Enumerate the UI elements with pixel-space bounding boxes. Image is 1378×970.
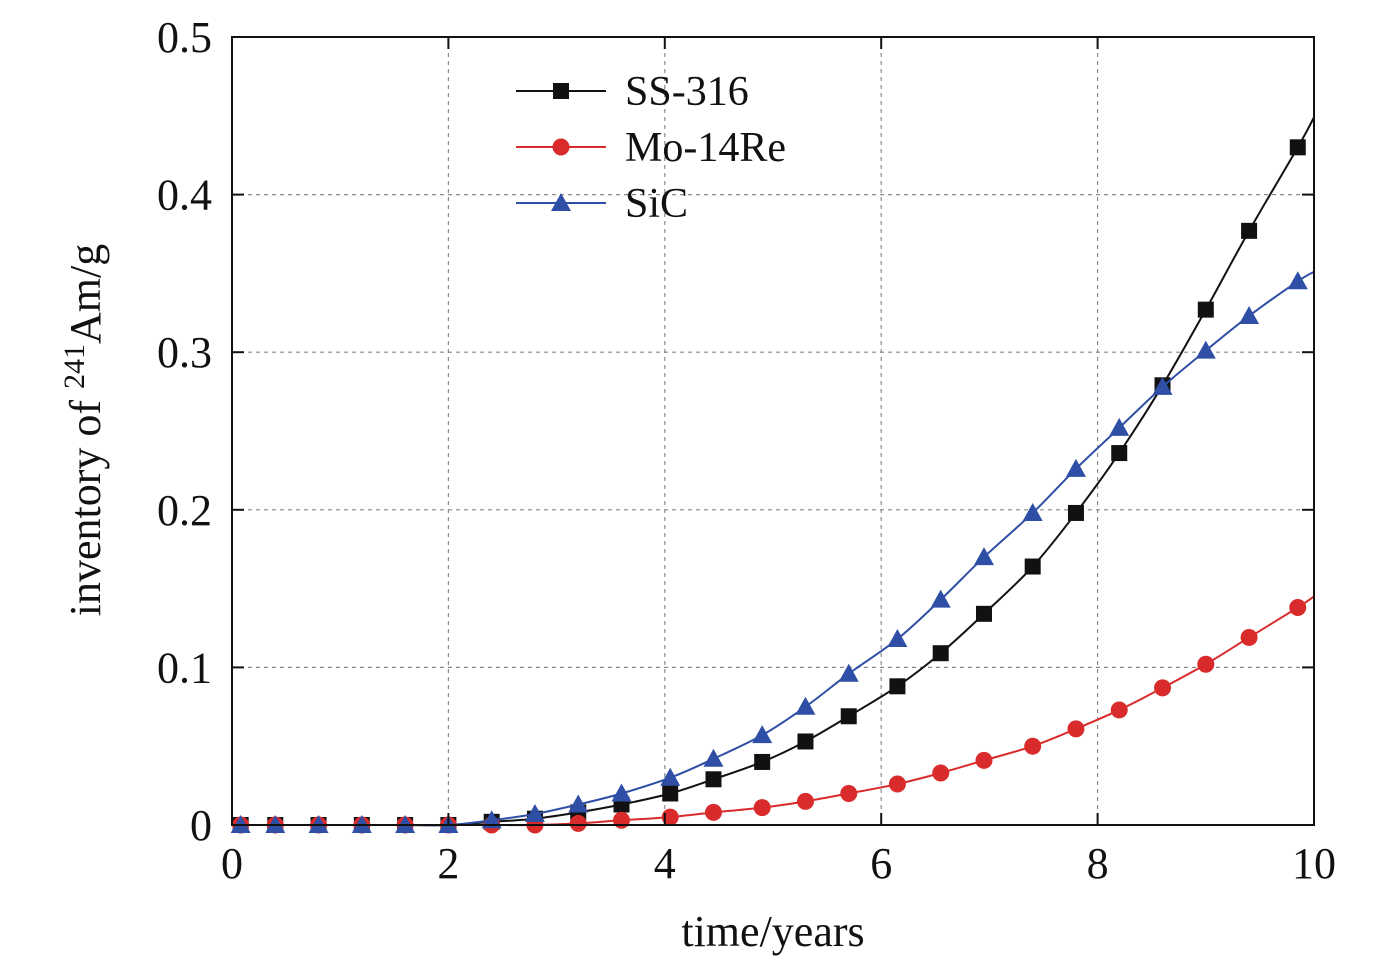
- legend-marker: [553, 83, 569, 99]
- x-tick-label: 0: [221, 839, 243, 888]
- data-point: [1109, 417, 1130, 436]
- data-point: [840, 784, 858, 802]
- ticks: 0 2 4 6 8 10 0 0.1 0.2 0.3 0.4 0.5: [157, 13, 1336, 888]
- legend-item: SiC: [516, 181, 688, 227]
- data-point: [1287, 271, 1308, 290]
- data-point: [797, 733, 814, 750]
- x-tick-label: 4: [654, 839, 676, 888]
- series-line: [240, 270, 1315, 827]
- data-point: [838, 663, 859, 682]
- data-point: [975, 751, 993, 769]
- data-point: [1289, 599, 1307, 617]
- legend-label: SiC: [625, 181, 688, 227]
- legend-marker: [552, 138, 570, 156]
- legend-label: Mo-14Re: [625, 125, 786, 171]
- series-mo-14re: [232, 595, 1315, 834]
- data-point: [1024, 558, 1041, 575]
- series-line: [240, 595, 1315, 827]
- data-point: [524, 803, 545, 822]
- data-point: [1022, 502, 1043, 521]
- legend-label: SS-316: [625, 69, 749, 115]
- legend: SS-316 Mo-14Re SiC: [516, 69, 786, 227]
- y-tick-label: 0.2: [157, 486, 212, 535]
- legend-marker: [551, 193, 571, 211]
- data-point: [932, 645, 949, 662]
- x-axis-label: time/years: [681, 907, 864, 956]
- y-axis-label-suffix: Am/g: [61, 244, 110, 344]
- data-point: [705, 771, 722, 788]
- data-point: [611, 783, 632, 802]
- y-tick-label: 0: [190, 801, 212, 850]
- data-point: [662, 785, 679, 802]
- y-axis-label-prefix: inventory of: [61, 389, 110, 616]
- data-point: [703, 748, 724, 767]
- data-point: [1154, 679, 1172, 697]
- y-tick-label: 0.3: [157, 328, 212, 377]
- legend-item: SS-316: [516, 69, 749, 115]
- data-point: [888, 775, 906, 793]
- data-point: [1240, 628, 1258, 646]
- data-point: [973, 547, 994, 566]
- data-point: [754, 753, 771, 770]
- data-point: [1197, 301, 1214, 318]
- y-tick-label: 0.1: [157, 643, 212, 692]
- data-point: [569, 814, 587, 832]
- data-point: [1065, 458, 1086, 477]
- data-point: [1197, 655, 1215, 673]
- data-point: [1067, 504, 1084, 521]
- y-tick-label: 0.5: [157, 13, 212, 62]
- grid: [232, 37, 1314, 825]
- data-point: [796, 792, 814, 810]
- legend-item: Mo-14Re: [516, 125, 786, 171]
- data-point: [1110, 701, 1128, 719]
- data-point: [1195, 340, 1216, 359]
- y-axis-label: inventory of 241Am/g: [58, 244, 110, 617]
- y-axis-label-superscript: 241: [58, 344, 91, 389]
- data-point: [1239, 305, 1260, 324]
- plot-frame: [231, 36, 1315, 826]
- data-point: [887, 629, 908, 648]
- data-point: [1111, 445, 1128, 462]
- data-point: [753, 799, 771, 817]
- x-tick-label: 10: [1292, 839, 1336, 888]
- data-point: [704, 803, 722, 821]
- x-tick-label: 6: [870, 839, 892, 888]
- data-point: [932, 764, 950, 782]
- data-point: [930, 589, 951, 608]
- data-point: [795, 696, 816, 715]
- x-tick-label: 2: [437, 839, 459, 888]
- series-line: [240, 116, 1315, 827]
- data-point: [568, 794, 589, 813]
- series-layer: [230, 116, 1315, 834]
- data-point: [840, 708, 857, 725]
- y-tick-label: 0.4: [157, 171, 212, 220]
- data-point: [889, 678, 906, 695]
- data-point: [975, 605, 992, 622]
- data-point: [613, 811, 631, 829]
- data-point: [1152, 376, 1173, 395]
- data-point: [1241, 222, 1258, 239]
- data-point: [1024, 737, 1042, 755]
- data-point: [661, 808, 679, 826]
- x-tick-label: 8: [1087, 839, 1109, 888]
- series-ss-316: [232, 116, 1315, 833]
- data-point: [481, 810, 502, 829]
- data-point: [660, 767, 681, 786]
- series-sic: [230, 270, 1315, 833]
- data-point: [1067, 720, 1085, 738]
- data-point: [1289, 139, 1306, 156]
- data-point: [752, 725, 773, 744]
